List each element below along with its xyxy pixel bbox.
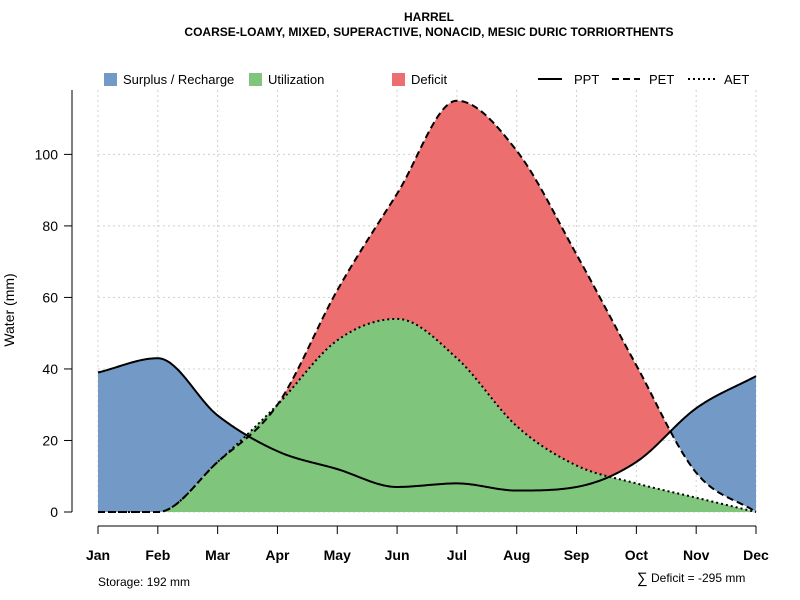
x-tick-label-aug: Aug (503, 547, 530, 563)
legend-label-surplus: Surplus / Recharge (123, 72, 234, 87)
deficit-annotation: Deficit = -295 mm (651, 571, 745, 585)
y-tick-label-40: 40 (42, 361, 58, 377)
area-fills (98, 100, 756, 512)
x-tick-label-jun: Jun (385, 547, 410, 563)
x-tick-label-mar: Mar (205, 547, 230, 563)
series-line-ppt (97, 357, 757, 492)
x-tick-label-dec: Dec (743, 547, 769, 563)
x-tick-label-sep: Sep (564, 547, 590, 563)
series-lines (97, 99, 757, 513)
legend-label-ppt: PPT (574, 72, 599, 87)
area-surplus-recharge (98, 100, 756, 512)
x-tick-label-feb: Feb (145, 547, 170, 563)
legend-swatch-utilization (249, 73, 262, 86)
legend-label-aet: AET (724, 72, 749, 87)
area-deficit (98, 100, 756, 477)
storage-annotation: Storage: 192 mm (98, 575, 190, 589)
y-tick-label-80: 80 (42, 218, 58, 234)
x-tick-label-jan: Jan (86, 547, 110, 563)
legend-label-utilization: Utilization (268, 72, 324, 87)
x-tick-label-may: May (324, 547, 351, 563)
chart-title: HARREL (404, 10, 454, 24)
x-tick-label-jul: Jul (447, 547, 467, 563)
y-tick-label-0: 0 (50, 504, 58, 520)
area-utilization (98, 318, 756, 512)
y-tick-label-60: 60 (42, 289, 58, 305)
legend: Surplus / Recharge Utilization Deficit P… (104, 72, 749, 87)
chart-subtitle: COARSE-LOAMY, MIXED, SUPERACTIVE, NONACI… (184, 25, 673, 39)
deficit-sum-symbol: ∑ (637, 570, 648, 587)
legend-label-deficit: Deficit (411, 72, 448, 87)
x-tick-label-nov: Nov (683, 547, 710, 563)
legend-swatch-deficit (392, 73, 405, 86)
y-tick-label-100: 100 (35, 146, 59, 162)
x-tick-label-apr: Apr (265, 547, 290, 563)
y-axis-label: Water (mm) (1, 273, 17, 346)
series-line-aet (98, 317, 757, 513)
x-tick-label-oct: Oct (625, 547, 649, 563)
legend-label-pet: PET (649, 72, 674, 87)
axes: 0 20 40 60 80 100 Jan Feb Mar Apr May Jun Jul Aug Sep O… (35, 90, 769, 563)
y-tick-label-20: 20 (42, 432, 58, 448)
legend-swatch-surplus (104, 73, 117, 86)
